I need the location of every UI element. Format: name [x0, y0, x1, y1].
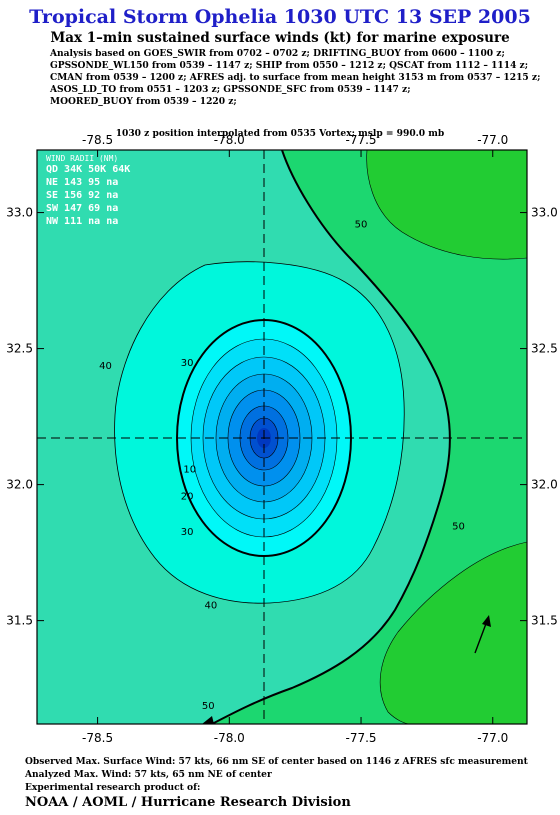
contour-label: 30 [181, 358, 194, 369]
x-tick-label-bottom: -78.0 [214, 731, 245, 745]
contour-label: 10 [183, 464, 196, 475]
contour-band-60kt-se [380, 542, 527, 724]
wind-radii-row: NE 143 95 na [46, 177, 118, 188]
contour-label: 50 [355, 219, 368, 230]
max-wind-arrow [474, 620, 488, 654]
wind-radii-header: QD 34K 50K 64K [46, 164, 130, 175]
contour-line-40kt [114, 261, 405, 604]
y-tick-label-left: 32.0 [6, 478, 33, 492]
x-tick-label-top: -77.5 [346, 133, 377, 147]
x-tick-label-top: -77.0 [477, 133, 508, 147]
chart-title: Tropical Storm Ophelia 1030 UTC 13 SEP 2… [29, 6, 531, 28]
y-tick-label-left: 31.5 [6, 614, 33, 628]
wind-radii-title: WIND RADII (NM) [46, 154, 118, 163]
contour-label: 40 [99, 361, 112, 372]
x-tick-label-bottom: -77.5 [346, 731, 377, 745]
wind-radii-row: NW 111 na na [46, 216, 118, 227]
analysis-line: GPSSONDE_WL150 from 0539 – 1147 z; SHIP … [50, 60, 529, 72]
observed-max-wind: Observed Max. Surface Wind: 57 kts, 66 n… [25, 756, 528, 767]
contour-field [37, 150, 527, 724]
contour-band-60kt-ne [366, 150, 527, 260]
contour-label: 40 [205, 600, 218, 611]
contour-label: 50 [202, 701, 215, 712]
analysis-line: CMAN from 0539 – 1200 z; AFRES adj. to s… [50, 72, 541, 84]
analysis-sources: Analysis based on GOES_SWIR from 0702 – … [50, 48, 550, 108]
y-tick-label-right: 32.0 [531, 478, 558, 492]
x-tick-label-top: -78.0 [214, 133, 245, 147]
analyzed-max-wind: Analyzed Max. Wind: 57 kts, 65 nm NE of … [25, 769, 272, 780]
x-tick-label-top: -78.5 [82, 133, 113, 147]
x-tick-label-bottom: -77.0 [477, 731, 508, 745]
contour-line-60kt-se [379, 541, 527, 724]
contour-labels: 50 40 30 10 20 30 40 50 50 [99, 219, 465, 712]
chart-subtitle: Max 1–min sustained surface winds (kt) f… [50, 30, 510, 46]
y-tick-label-right: 32.5 [531, 342, 558, 356]
wind-radii-rows: NE 143 95 na SE 156 92 na SW 147 69 na NW 1… [46, 177, 118, 227]
organization: NOAA / AOML / Hurricane Research Divisio… [25, 795, 351, 810]
wind-radii-row: SE 156 92 na [46, 190, 118, 201]
contour-label: 30 [181, 527, 194, 538]
position-note: 1030 z position interpolated from 0535 V… [115, 128, 445, 139]
y-tick-label-left: 33.0 [6, 206, 33, 220]
contour-label: 50 [452, 521, 465, 532]
analysis-line: Analysis based on GOES_SWIR from 0702 – … [50, 48, 505, 59]
analysis-line: ASOS_LD_TO from 0551 – 1203 z; GPSSONDE_… [50, 84, 411, 96]
south-arrowhead [202, 716, 214, 724]
y-tick-label-right: 31.5 [531, 614, 558, 628]
contour-line-50kt [211, 150, 451, 724]
wind-radii-table: WIND RADII (NM) QD 34K 50K 64K NE 143 95… [46, 154, 130, 227]
footer-notes: Observed Max. Surface Wind: 57 kts, 66 n… [25, 755, 528, 794]
product-note: Experimental research product of: [25, 782, 201, 793]
y-tick-label-left: 32.5 [6, 342, 33, 356]
x-tick-label-bottom: -78.5 [82, 731, 113, 745]
axis-ticks: -78.5 -78.5 -78.0 -78.0 -77.5 -77.5 -77.0 -77.0… [6, 133, 557, 745]
contour-line-60kt-ne [366, 150, 527, 260]
analysis-line: MOORED_BUOY from 0539 – 1220 z; [50, 96, 237, 108]
y-tick-label-right: 33.0 [531, 206, 558, 220]
contour-label: 20 [181, 491, 194, 502]
wind-radii-row: SW 147 69 na [46, 203, 118, 214]
max-wind-arrowhead [482, 615, 491, 627]
contour-band-50kt-ne [212, 150, 527, 724]
plot-frame [36, 149, 528, 725]
